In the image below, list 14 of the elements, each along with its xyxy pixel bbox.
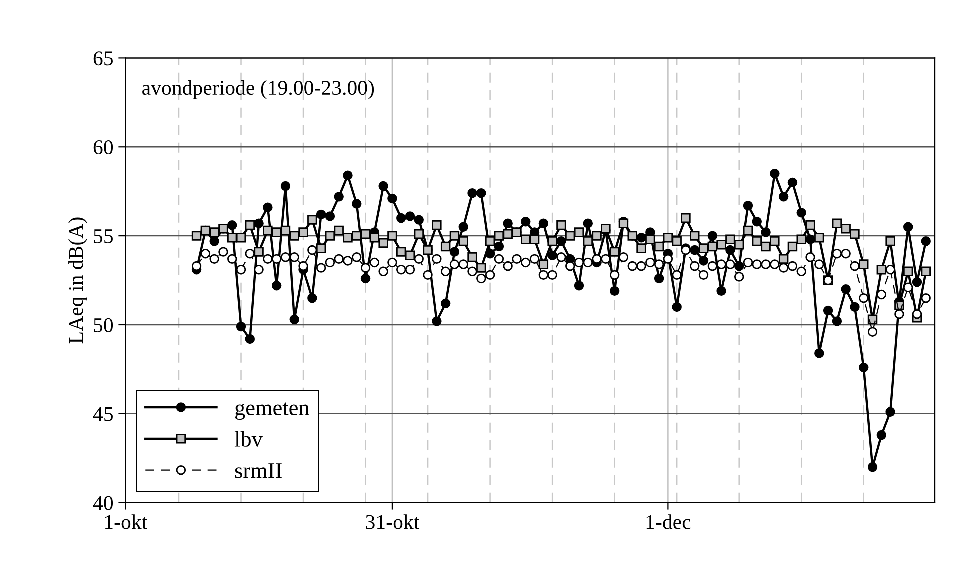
y-tick-label: 55 [94, 230, 114, 244]
legend-label: srmII [235, 464, 282, 478]
legend-label: lbv [234, 431, 263, 447]
legend-label: gemeten [235, 402, 310, 420]
x-tick-label: 31-okt [366, 514, 420, 530]
x-tick-label: 1-dec [646, 514, 691, 530]
annotation: avondperiode (19.00-23.00) [142, 80, 374, 100]
y-tick-label: 45 [93, 407, 114, 422]
y-axis-title: LAeq in dB(A) [68, 218, 88, 344]
y-tick-label: 40 [93, 496, 114, 510]
y-tick-label: 50 [94, 318, 114, 332]
x-tick-label: 1-okt [105, 514, 148, 530]
y-tick-label: 60 [94, 140, 114, 155]
y-tick-label: 65 [94, 52, 114, 66]
